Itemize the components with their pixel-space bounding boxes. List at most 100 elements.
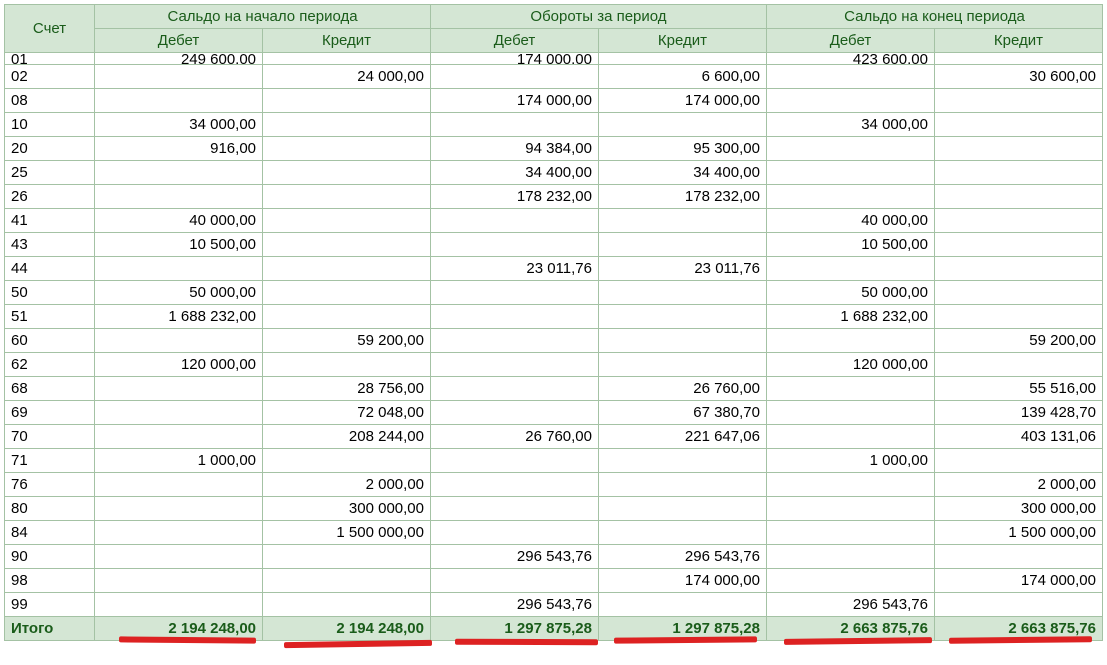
red-underlines xyxy=(4,641,1103,661)
data-cell: 1 000,00 xyxy=(95,449,263,473)
data-cell: 221 647,06 xyxy=(598,425,766,449)
data-cell: 72 048,00 xyxy=(263,401,431,425)
data-cell: 95 300,00 xyxy=(598,137,766,161)
data-cell xyxy=(263,281,431,305)
account-cell: 25 xyxy=(5,161,95,185)
data-cell xyxy=(934,593,1102,617)
data-cell: 59 200,00 xyxy=(934,329,1102,353)
data-cell: 1 000,00 xyxy=(766,449,934,473)
account-cell: 90 xyxy=(5,545,95,569)
table-row: 90296 543,76296 543,76 xyxy=(5,545,1103,569)
data-cell xyxy=(263,257,431,281)
table-row: 80300 000,00300 000,00 xyxy=(5,497,1103,521)
data-cell: 26 760,00 xyxy=(598,377,766,401)
header-group-1: Обороты за период xyxy=(431,5,767,29)
data-cell xyxy=(934,545,1102,569)
data-cell xyxy=(598,233,766,257)
data-cell: 2 000,00 xyxy=(934,473,1102,497)
red-underline-mark xyxy=(614,636,757,643)
data-cell xyxy=(598,53,766,65)
data-cell xyxy=(431,281,599,305)
data-cell: 34 400,00 xyxy=(598,161,766,185)
data-cell xyxy=(263,305,431,329)
data-cell xyxy=(934,137,1102,161)
table-row: 98 174 000,00 174 000,00 xyxy=(5,569,1103,593)
data-cell xyxy=(95,425,263,449)
data-cell xyxy=(431,449,599,473)
data-cell: 174 000,00 xyxy=(598,569,766,593)
header-account: Счет xyxy=(5,5,95,53)
data-cell: 423 600,00 xyxy=(766,53,934,65)
data-cell xyxy=(263,449,431,473)
data-cell xyxy=(95,593,263,617)
data-cell xyxy=(431,353,599,377)
data-cell: 174 000,00 xyxy=(934,569,1102,593)
data-cell: 178 232,00 xyxy=(598,185,766,209)
table-row: 1034 000,0034 000,00 xyxy=(5,113,1103,137)
data-cell xyxy=(95,161,263,185)
data-cell: 1 500 000,00 xyxy=(934,521,1102,545)
data-cell: 296 543,76 xyxy=(598,545,766,569)
red-underline-mark xyxy=(949,636,1092,644)
account-cell: 70 xyxy=(5,425,95,449)
data-cell xyxy=(766,401,934,425)
data-cell xyxy=(263,137,431,161)
data-cell xyxy=(431,305,599,329)
data-cell xyxy=(934,281,1102,305)
data-cell: 208 244,00 xyxy=(263,425,431,449)
data-cell xyxy=(934,113,1102,137)
data-cell: 120 000,00 xyxy=(95,353,263,377)
data-cell: 300 000,00 xyxy=(934,497,1102,521)
data-cell xyxy=(263,161,431,185)
data-cell xyxy=(263,353,431,377)
data-cell: 6 600,00 xyxy=(598,65,766,89)
data-cell: 34 400,00 xyxy=(431,161,599,185)
data-cell: 67 380,70 xyxy=(598,401,766,425)
account-cell: 76 xyxy=(5,473,95,497)
table-row: 20916,0094 384,0095 300,00 xyxy=(5,137,1103,161)
header-credit-0: Кредит xyxy=(263,29,431,53)
red-underline-mark xyxy=(455,639,598,646)
table-row: 4423 011,7623 011,76 xyxy=(5,257,1103,281)
data-cell xyxy=(263,185,431,209)
data-cell xyxy=(431,113,599,137)
table-row: 711 000,001 000,00 xyxy=(5,449,1103,473)
data-cell: 28 756,00 xyxy=(263,377,431,401)
data-cell xyxy=(766,257,934,281)
data-cell xyxy=(766,89,934,113)
data-cell: 55 516,00 xyxy=(934,377,1102,401)
account-cell: 98 xyxy=(5,569,95,593)
table-row: 76 2 000,00 2 000,00 xyxy=(5,473,1103,497)
data-cell: 1 688 232,00 xyxy=(766,305,934,329)
account-cell: 50 xyxy=(5,281,95,305)
data-cell xyxy=(934,89,1102,113)
data-cell xyxy=(598,449,766,473)
data-cell xyxy=(263,569,431,593)
data-cell xyxy=(598,497,766,521)
data-cell: 50 000,00 xyxy=(95,281,263,305)
account-cell: 41 xyxy=(5,209,95,233)
table-row: 6972 048,0067 380,70139 428,70 xyxy=(5,401,1103,425)
data-cell xyxy=(766,329,934,353)
data-cell xyxy=(598,113,766,137)
header-credit-1: Кредит xyxy=(598,29,766,53)
data-cell xyxy=(598,353,766,377)
data-cell: 10 500,00 xyxy=(766,233,934,257)
data-cell xyxy=(598,209,766,233)
account-cell: 08 xyxy=(5,89,95,113)
data-cell xyxy=(95,473,263,497)
data-cell xyxy=(263,593,431,617)
table-row: 6828 756,0026 760,0055 516,00 xyxy=(5,377,1103,401)
data-cell xyxy=(934,53,1102,65)
data-cell: 174 000,00 xyxy=(431,89,599,113)
account-cell: 80 xyxy=(5,497,95,521)
header-debit-1: Дебет xyxy=(431,29,599,53)
data-cell xyxy=(598,521,766,545)
data-cell xyxy=(95,65,263,89)
data-cell: 2 000,00 xyxy=(263,473,431,497)
table-body: 01249 600,00174 000,00423 600,000224 000… xyxy=(5,53,1103,641)
data-cell xyxy=(766,521,934,545)
data-cell xyxy=(95,401,263,425)
data-cell: 139 428,70 xyxy=(934,401,1102,425)
account-cell: 71 xyxy=(5,449,95,473)
